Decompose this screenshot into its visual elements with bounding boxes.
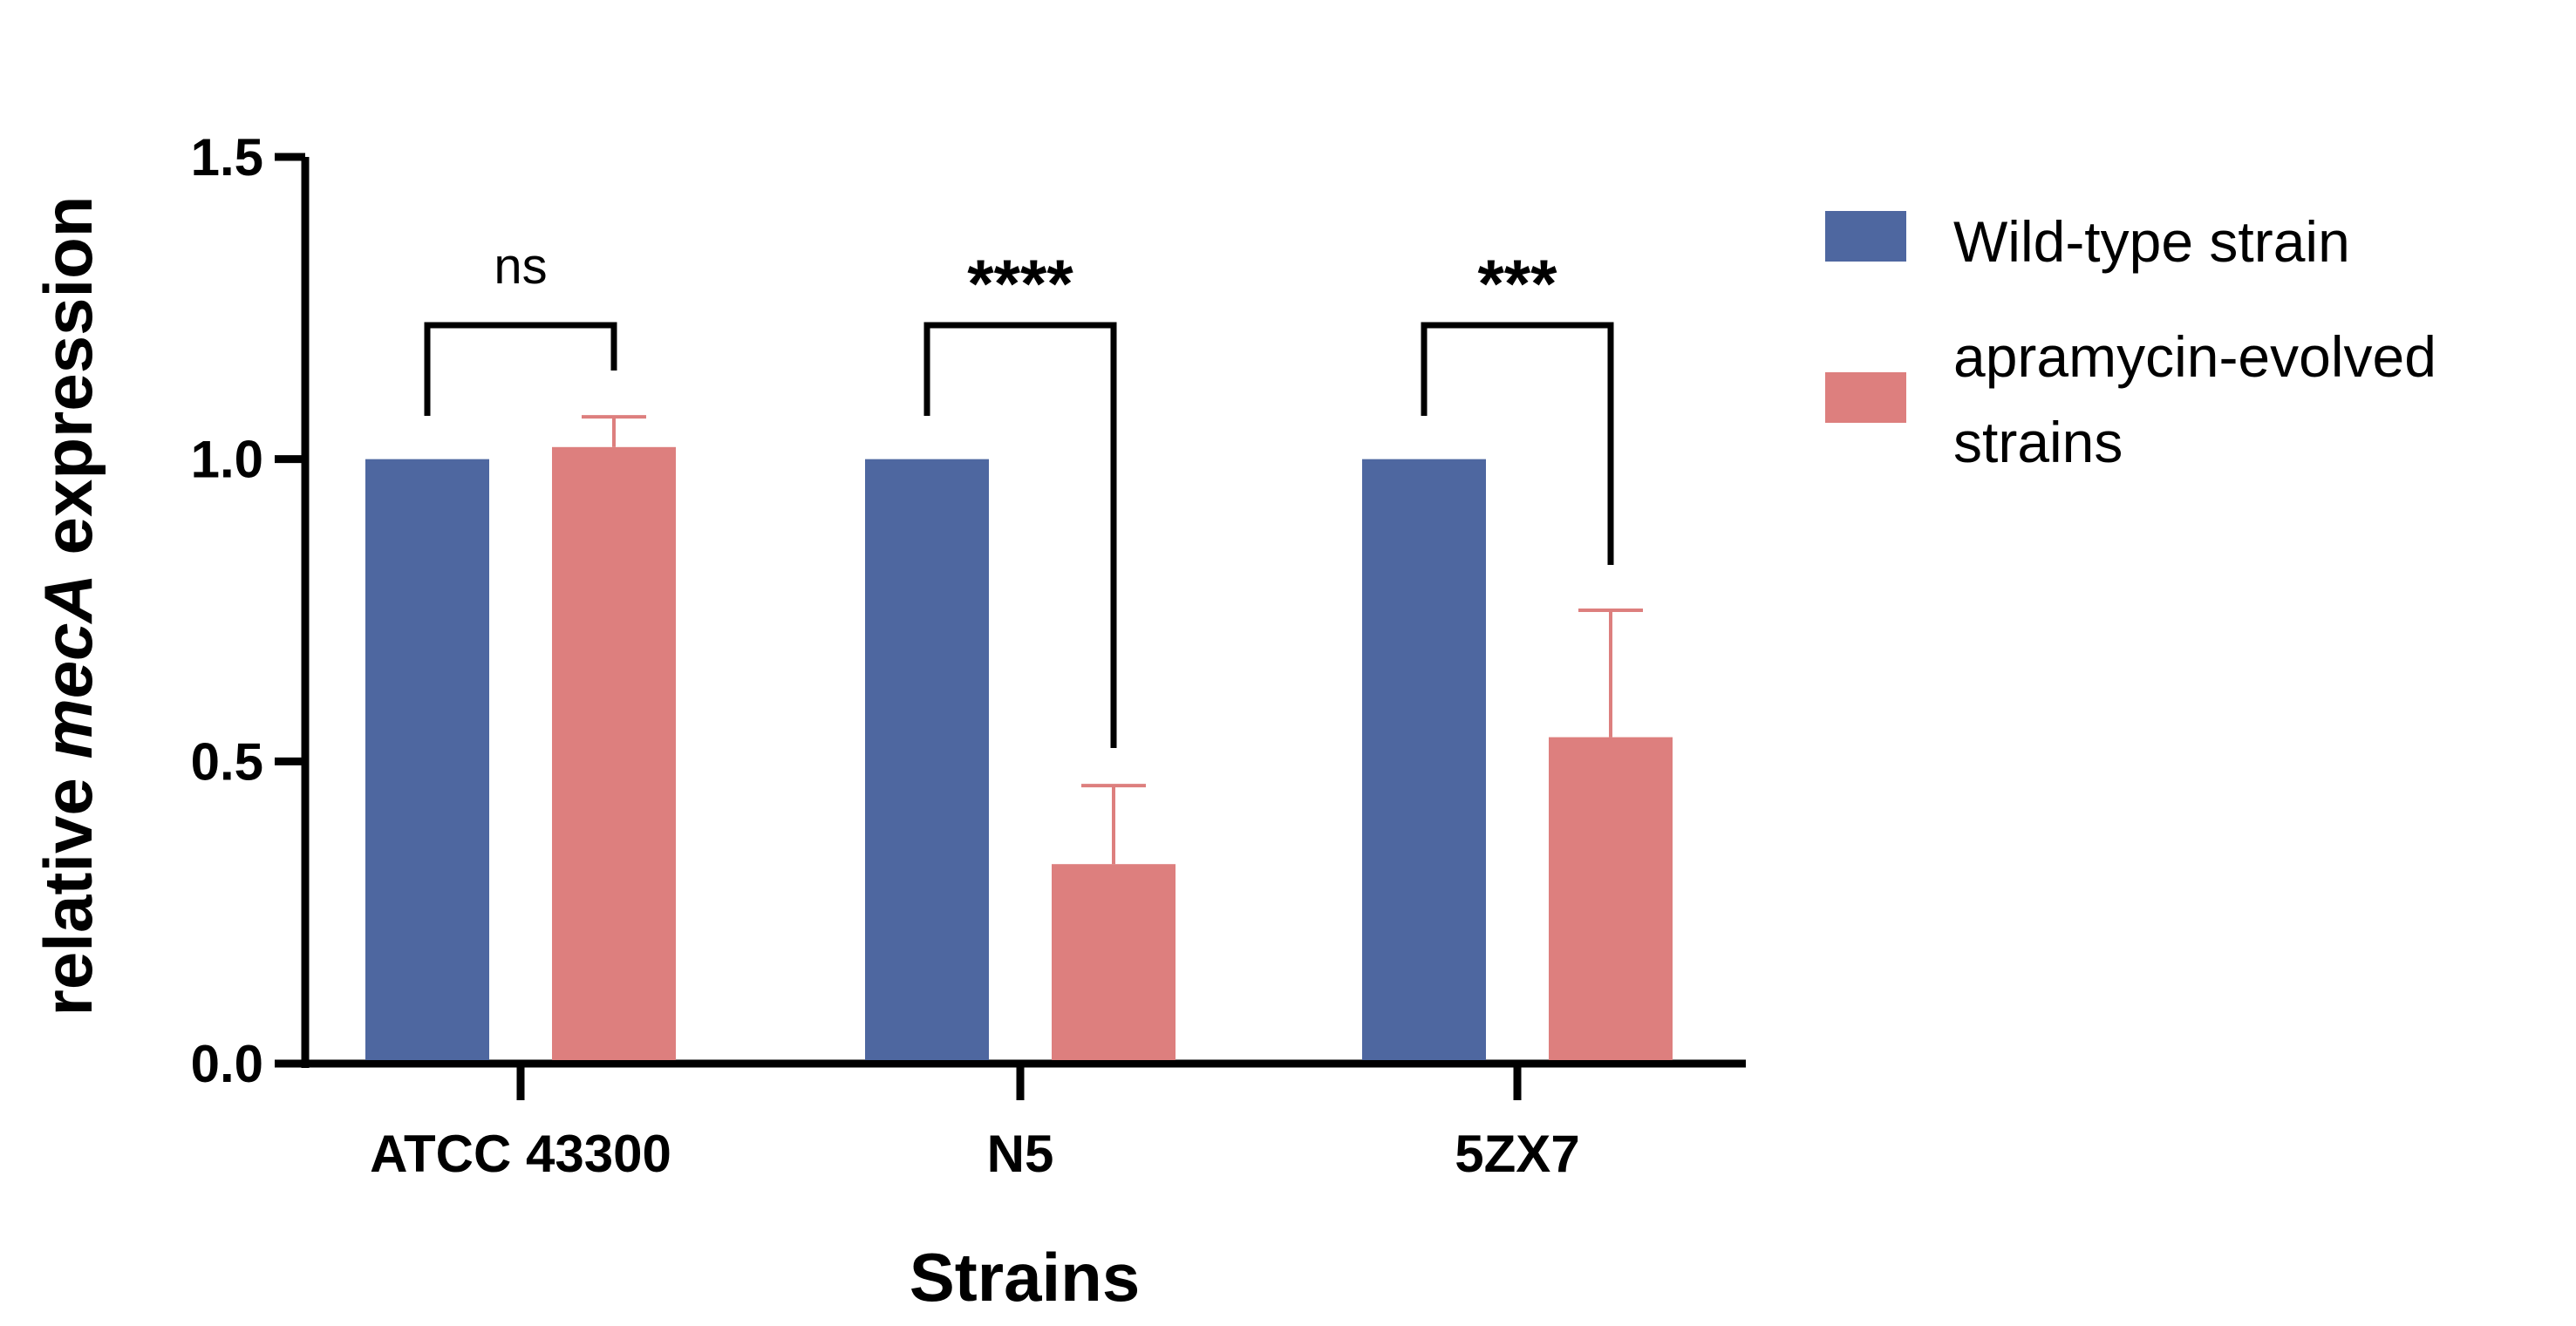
x-tick-label: N5 [987,1125,1054,1183]
significance-bracket [1421,322,1614,565]
bar-wild-type [865,459,989,1060]
significance-bracket [424,322,617,416]
y-tick-label: 0.0 [191,1035,263,1093]
legend-swatch-wild-type [1825,211,1906,262]
legend: Wild-type strain apramycin-evolved strai… [1825,209,2452,474]
legend-label-evolved: apramycin-evolved strains [1953,324,2452,474]
bar-wild-type [1362,459,1486,1060]
significance-bracket [923,322,1117,748]
legend-label-wild-type: Wild-type strain [1953,209,2350,274]
significance-label: *** [1477,245,1557,322]
bar-evolved [1549,737,1673,1060]
x-axis-title: Strains [910,1239,1140,1316]
x-tick-label: 5ZX7 [1455,1125,1579,1183]
y-tick-label: 1.0 [191,431,263,489]
bar-evolved [552,446,676,1060]
bar-evolved [1052,864,1176,1060]
significance-label: ns [494,238,547,295]
y-axis-title: relative mecA expression [30,196,106,1017]
y-tick-label: 1.5 [191,128,263,187]
x-tick-label: ATCC 43300 [370,1125,671,1183]
legend-swatch-evolved [1825,372,1906,423]
y-tick-label: 0.5 [191,732,263,791]
significance-label: **** [967,245,1073,322]
bar-wild-type [365,459,489,1060]
